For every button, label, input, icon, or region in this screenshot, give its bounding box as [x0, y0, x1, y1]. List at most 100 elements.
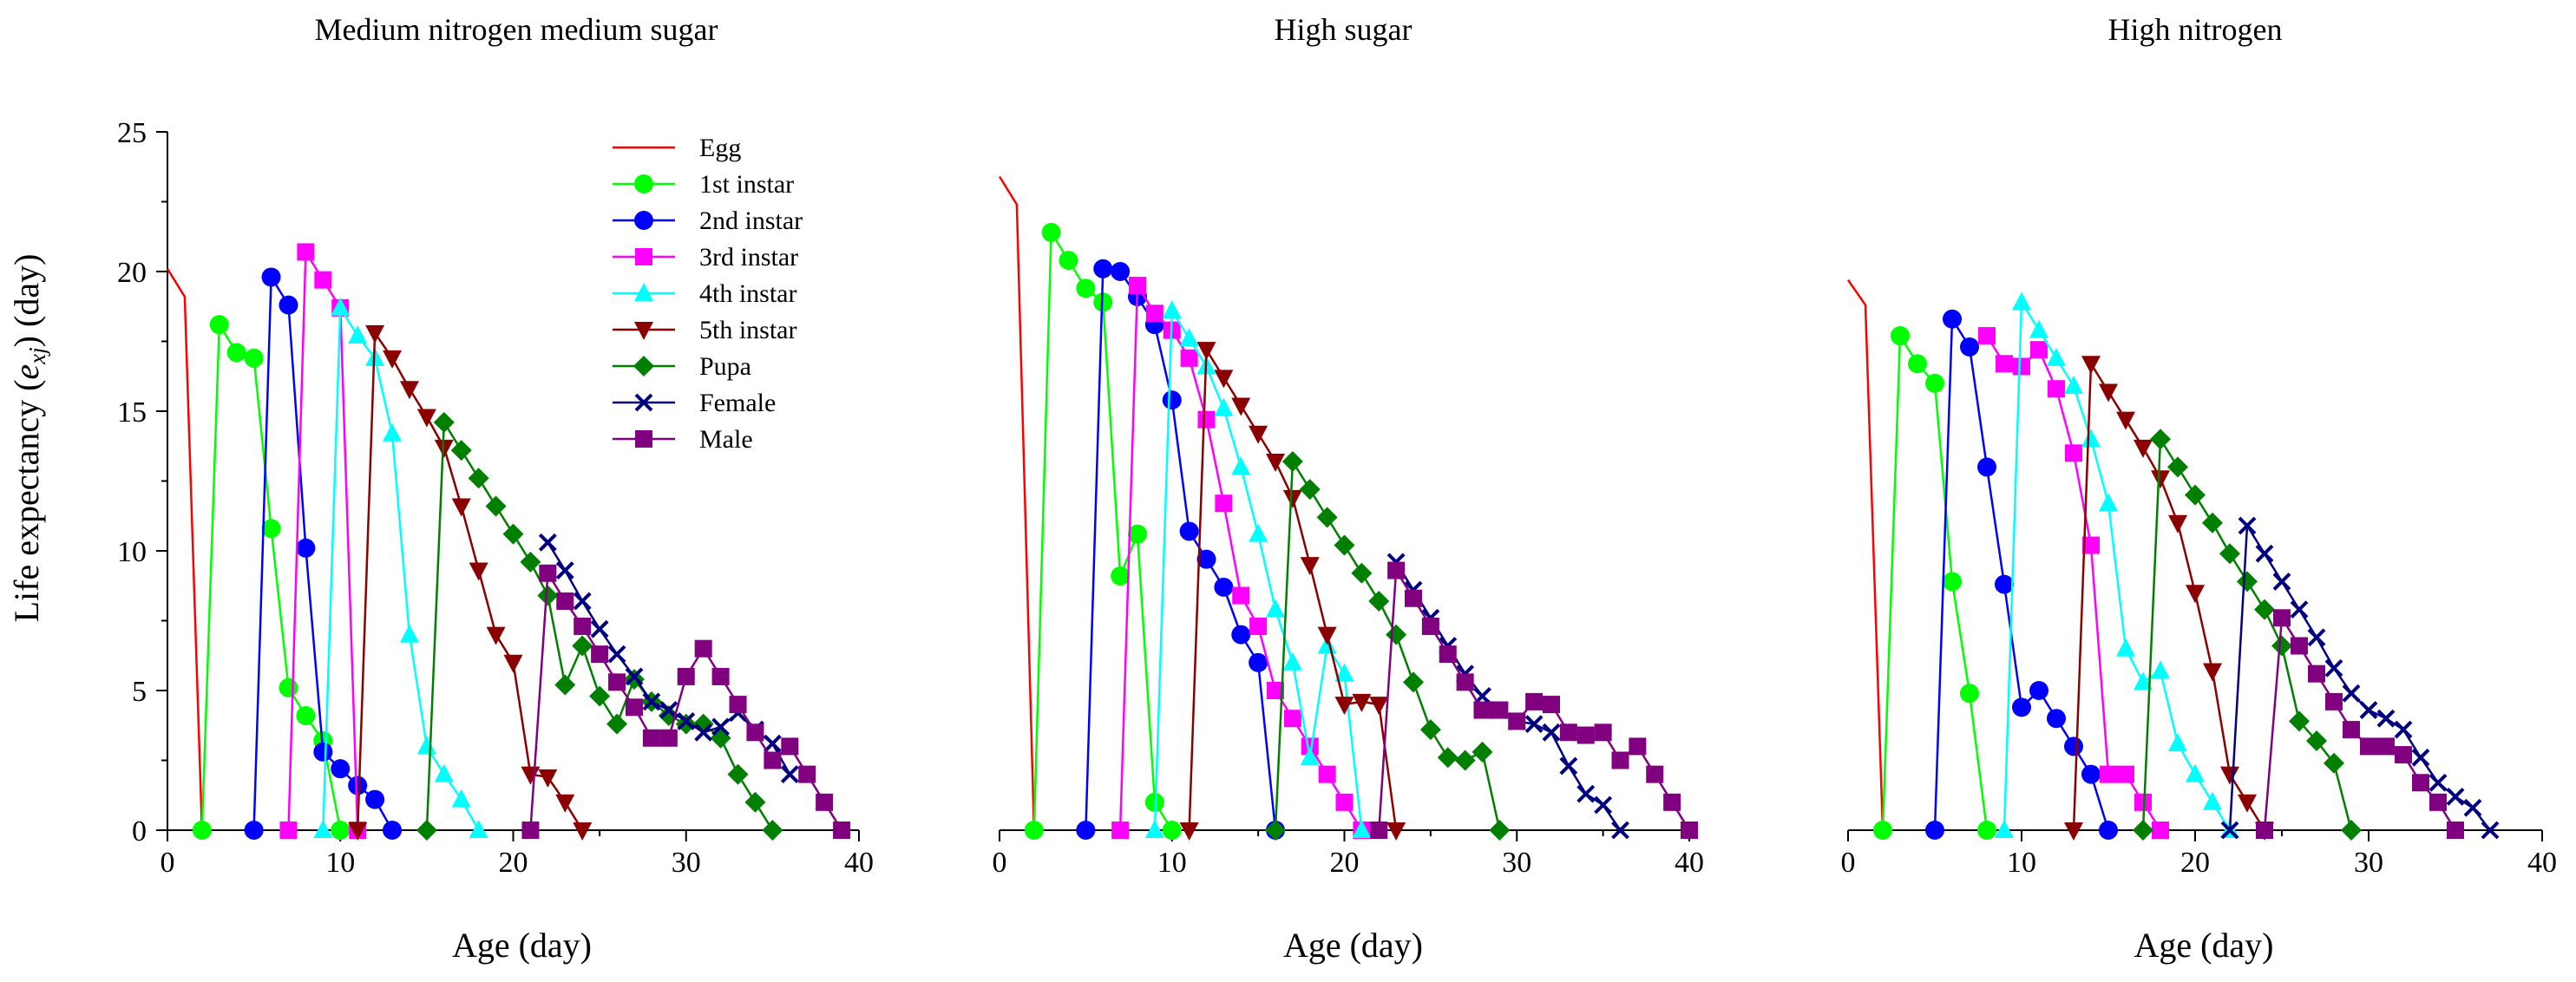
data-point — [2291, 637, 2308, 655]
data-point — [416, 736, 436, 755]
legend-label: 1st instar — [699, 170, 794, 199]
data-point — [2134, 439, 2153, 458]
data-point — [2446, 787, 2465, 806]
data-point — [711, 667, 730, 685]
data-point — [1162, 390, 1182, 410]
legend-label: Egg — [699, 134, 741, 162]
data-point — [1111, 822, 1130, 839]
data-point — [1559, 756, 1578, 776]
series-1st-instar — [1024, 222, 1182, 840]
data-point — [313, 742, 333, 762]
data-point — [2064, 822, 2083, 841]
chart-panel-1: Medium nitrogen medium sugar 0 10 20 30 40 Age… — [117, 12, 874, 965]
x-tick-label: 0 — [161, 847, 175, 879]
data-point — [538, 769, 558, 788]
data-point — [2254, 599, 2275, 620]
data-point — [1318, 765, 1336, 783]
data-point — [1249, 617, 1268, 635]
data-point — [2100, 765, 2117, 783]
data-point — [1456, 673, 1474, 691]
data-point — [1611, 821, 1629, 840]
x-axis-label: Age (day) — [452, 926, 592, 965]
data-point — [1576, 784, 1596, 803]
data-point — [1076, 821, 1096, 840]
series-3rd-instar — [1978, 327, 2169, 839]
data-point — [1542, 723, 1561, 742]
data-point — [1960, 337, 1979, 357]
data-point — [1300, 747, 1320, 766]
data-point — [2429, 773, 2448, 792]
data-point — [1421, 617, 1439, 635]
data-point — [2047, 347, 2066, 366]
legend-marker — [634, 211, 653, 230]
data-point — [574, 617, 592, 635]
series-egg — [998, 175, 1036, 831]
data-point — [331, 759, 351, 779]
data-point — [1594, 723, 1612, 742]
data-point — [589, 685, 611, 707]
y-tick-label: 20 — [117, 257, 147, 289]
data-point — [1093, 259, 1113, 278]
data-point — [1977, 457, 1996, 477]
data-point — [2256, 822, 2273, 839]
data-point — [1978, 327, 1996, 345]
data-point — [2167, 456, 2188, 478]
data-point — [591, 645, 609, 664]
data-point — [1508, 712, 1526, 730]
data-point — [503, 654, 523, 673]
data-point — [711, 717, 731, 736]
legend-marker — [633, 356, 654, 376]
data-point — [539, 564, 557, 582]
data-point — [1525, 692, 1544, 710]
legend-marker — [634, 393, 653, 412]
data-point — [1611, 751, 1629, 769]
legend-marker — [634, 322, 653, 340]
series-line — [998, 175, 1036, 831]
data-point — [261, 519, 281, 539]
data-point — [331, 821, 351, 840]
x-tick-label: 20 — [499, 847, 528, 879]
data-point — [1197, 410, 1216, 429]
data-point — [1629, 737, 1647, 756]
data-point — [1111, 566, 1131, 586]
data-point — [659, 729, 678, 747]
data-point — [365, 324, 385, 344]
data-point — [1524, 715, 1544, 734]
data-point — [2394, 720, 2413, 739]
data-point — [1162, 821, 1182, 840]
series-male — [2256, 609, 2464, 839]
data-point — [502, 523, 524, 545]
data-point — [348, 776, 368, 795]
data-point — [486, 626, 506, 645]
data-point — [2151, 660, 2170, 679]
data-point — [2220, 821, 2239, 840]
data-point — [1232, 586, 1250, 605]
data-point — [572, 635, 593, 657]
data-point — [1335, 793, 1354, 811]
data-point — [1281, 450, 1303, 472]
x-tick-label: 30 — [672, 847, 701, 879]
data-point — [763, 734, 782, 753]
data-point — [2099, 493, 2118, 512]
data-point — [1996, 355, 2013, 373]
series-4th-instar — [313, 297, 488, 838]
data-point — [416, 820, 437, 841]
data-point — [1473, 701, 1491, 719]
data-point — [1386, 822, 1406, 841]
data-point — [1403, 671, 1424, 693]
legend-item-4th-instar: 4th instar — [613, 279, 797, 308]
data-point — [1351, 562, 1373, 584]
data-point — [1559, 723, 1577, 742]
data-point — [625, 698, 643, 717]
data-point — [1076, 278, 1096, 298]
series-line — [322, 306, 480, 831]
legend-label: Male — [699, 425, 753, 454]
data-point — [2099, 821, 2118, 840]
data-point — [554, 674, 576, 696]
data-point — [469, 820, 488, 838]
data-point — [314, 271, 332, 289]
data-point — [331, 297, 351, 316]
data-point — [2185, 484, 2206, 506]
data-point — [1179, 822, 1199, 841]
